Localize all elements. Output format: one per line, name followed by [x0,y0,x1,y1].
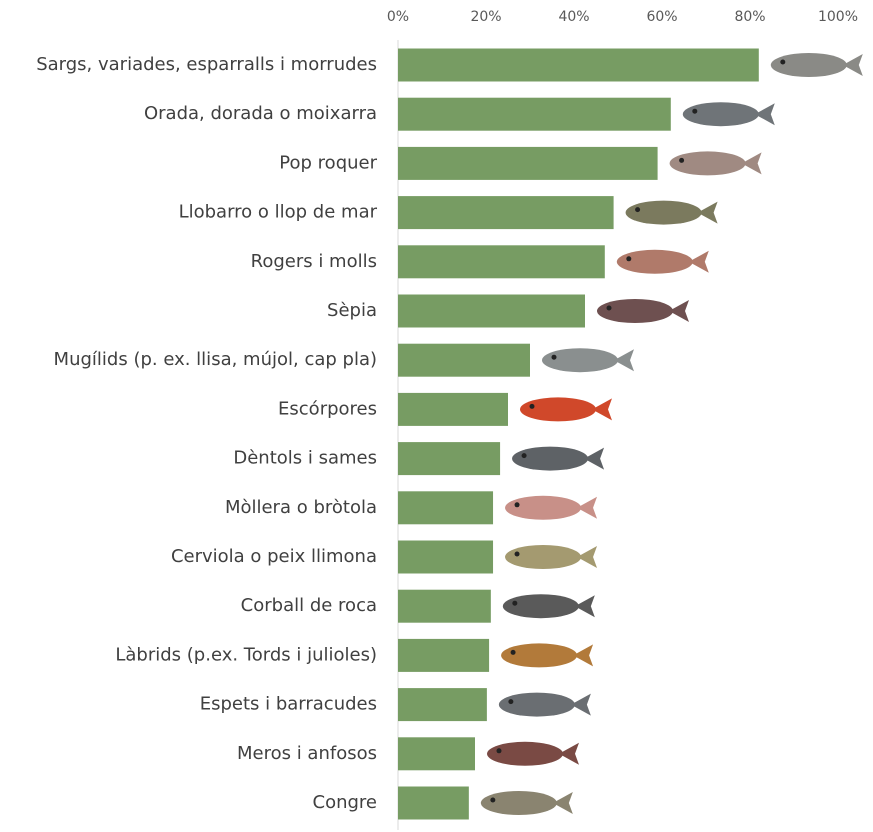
fish-image [551,354,557,360]
fish-image [574,595,595,618]
fish-image [584,447,605,470]
fish-image [490,797,496,803]
fish-image [780,59,786,65]
y-tick-label: Mugílids (p. ex. llisa, mújol, cap pla) [54,349,377,370]
bar [398,491,494,525]
fish-image [597,299,673,323]
y-tick-label: Rogers i molls [251,251,377,272]
y-tick-label: Sèpia [327,300,377,321]
bar [398,589,491,623]
y-tick-label: Pop roquer [279,152,377,173]
fish-image [542,348,618,373]
fish-image [842,54,863,76]
bar [398,786,469,820]
fish-image [606,305,612,311]
bar [398,48,759,82]
y-tick-label: Orada, dorada o moixarra [144,103,377,124]
y-tick-label: Congre [313,792,378,813]
y-tick-label: Dèntols i sames [233,448,377,469]
bar [398,196,614,230]
bar [398,540,494,574]
fish-image [679,157,685,163]
x-tick-label: 60% [646,9,677,25]
fish-image [688,250,709,273]
fish-image [592,398,612,421]
fish-image [505,495,582,520]
x-tick-label: 80% [734,9,765,25]
fish-image [552,792,573,814]
x-tick-label: 20% [470,9,501,25]
x-tick-label: 40% [558,9,589,25]
bar [398,245,605,279]
bar [398,638,490,672]
y-tick-label: Espets i barracudes [200,694,377,715]
fish-image [616,249,693,274]
y-tick-label: Làbrids (p.ex. Tords i julioles) [115,644,377,665]
bar [398,442,501,476]
fish-image [770,53,847,77]
y-tick-label: Llobarro o llop de mar [179,202,378,223]
bar [398,343,530,377]
y-tick-label: Escórpores [278,398,377,419]
y-tick-label: Sargs, variades, esparralls i morrudes [36,54,377,75]
fish-image [487,741,563,766]
y-tick-label: Cerviola o peix llimona [171,546,377,567]
fish-image [501,643,578,668]
fish-image [498,692,575,717]
y-tick-label: Corball de roca [241,595,377,616]
fish-image [512,446,589,471]
fish-image [635,207,641,213]
fish-image [514,551,520,557]
fish-image [496,748,502,754]
fish-image [559,742,579,765]
fish-image [570,693,591,716]
fish-image [614,349,634,372]
fish-image [521,453,527,459]
fish-image [625,200,702,225]
fish-image [741,152,762,175]
fish-image [529,403,535,409]
fish-image [697,201,718,224]
fish-image [512,600,518,606]
fish-image [754,103,775,126]
fish-image [505,545,582,569]
bar [398,737,475,771]
fish-image [520,397,596,422]
x-tick-label: 100% [818,9,858,25]
fish-image [508,699,514,705]
fish-image [514,502,520,508]
bar [398,688,487,722]
fish-image [577,546,598,568]
fish-image [682,102,759,127]
bar [398,294,585,328]
fish-image [669,300,689,322]
bar [398,146,658,180]
fish-image [669,151,746,176]
fish-image [573,644,594,667]
fish-image [692,108,698,114]
fish-image [626,256,632,262]
bar [398,392,508,426]
fish-image [502,594,579,619]
fish-image [577,496,598,519]
x-tick-label: 0% [387,9,409,25]
fish-image [480,791,557,815]
y-tick-label: Meros i anfosos [237,743,377,764]
y-tick-label: Mòllera o bròtola [225,497,377,518]
bar [398,97,671,131]
fish-image [510,649,516,655]
